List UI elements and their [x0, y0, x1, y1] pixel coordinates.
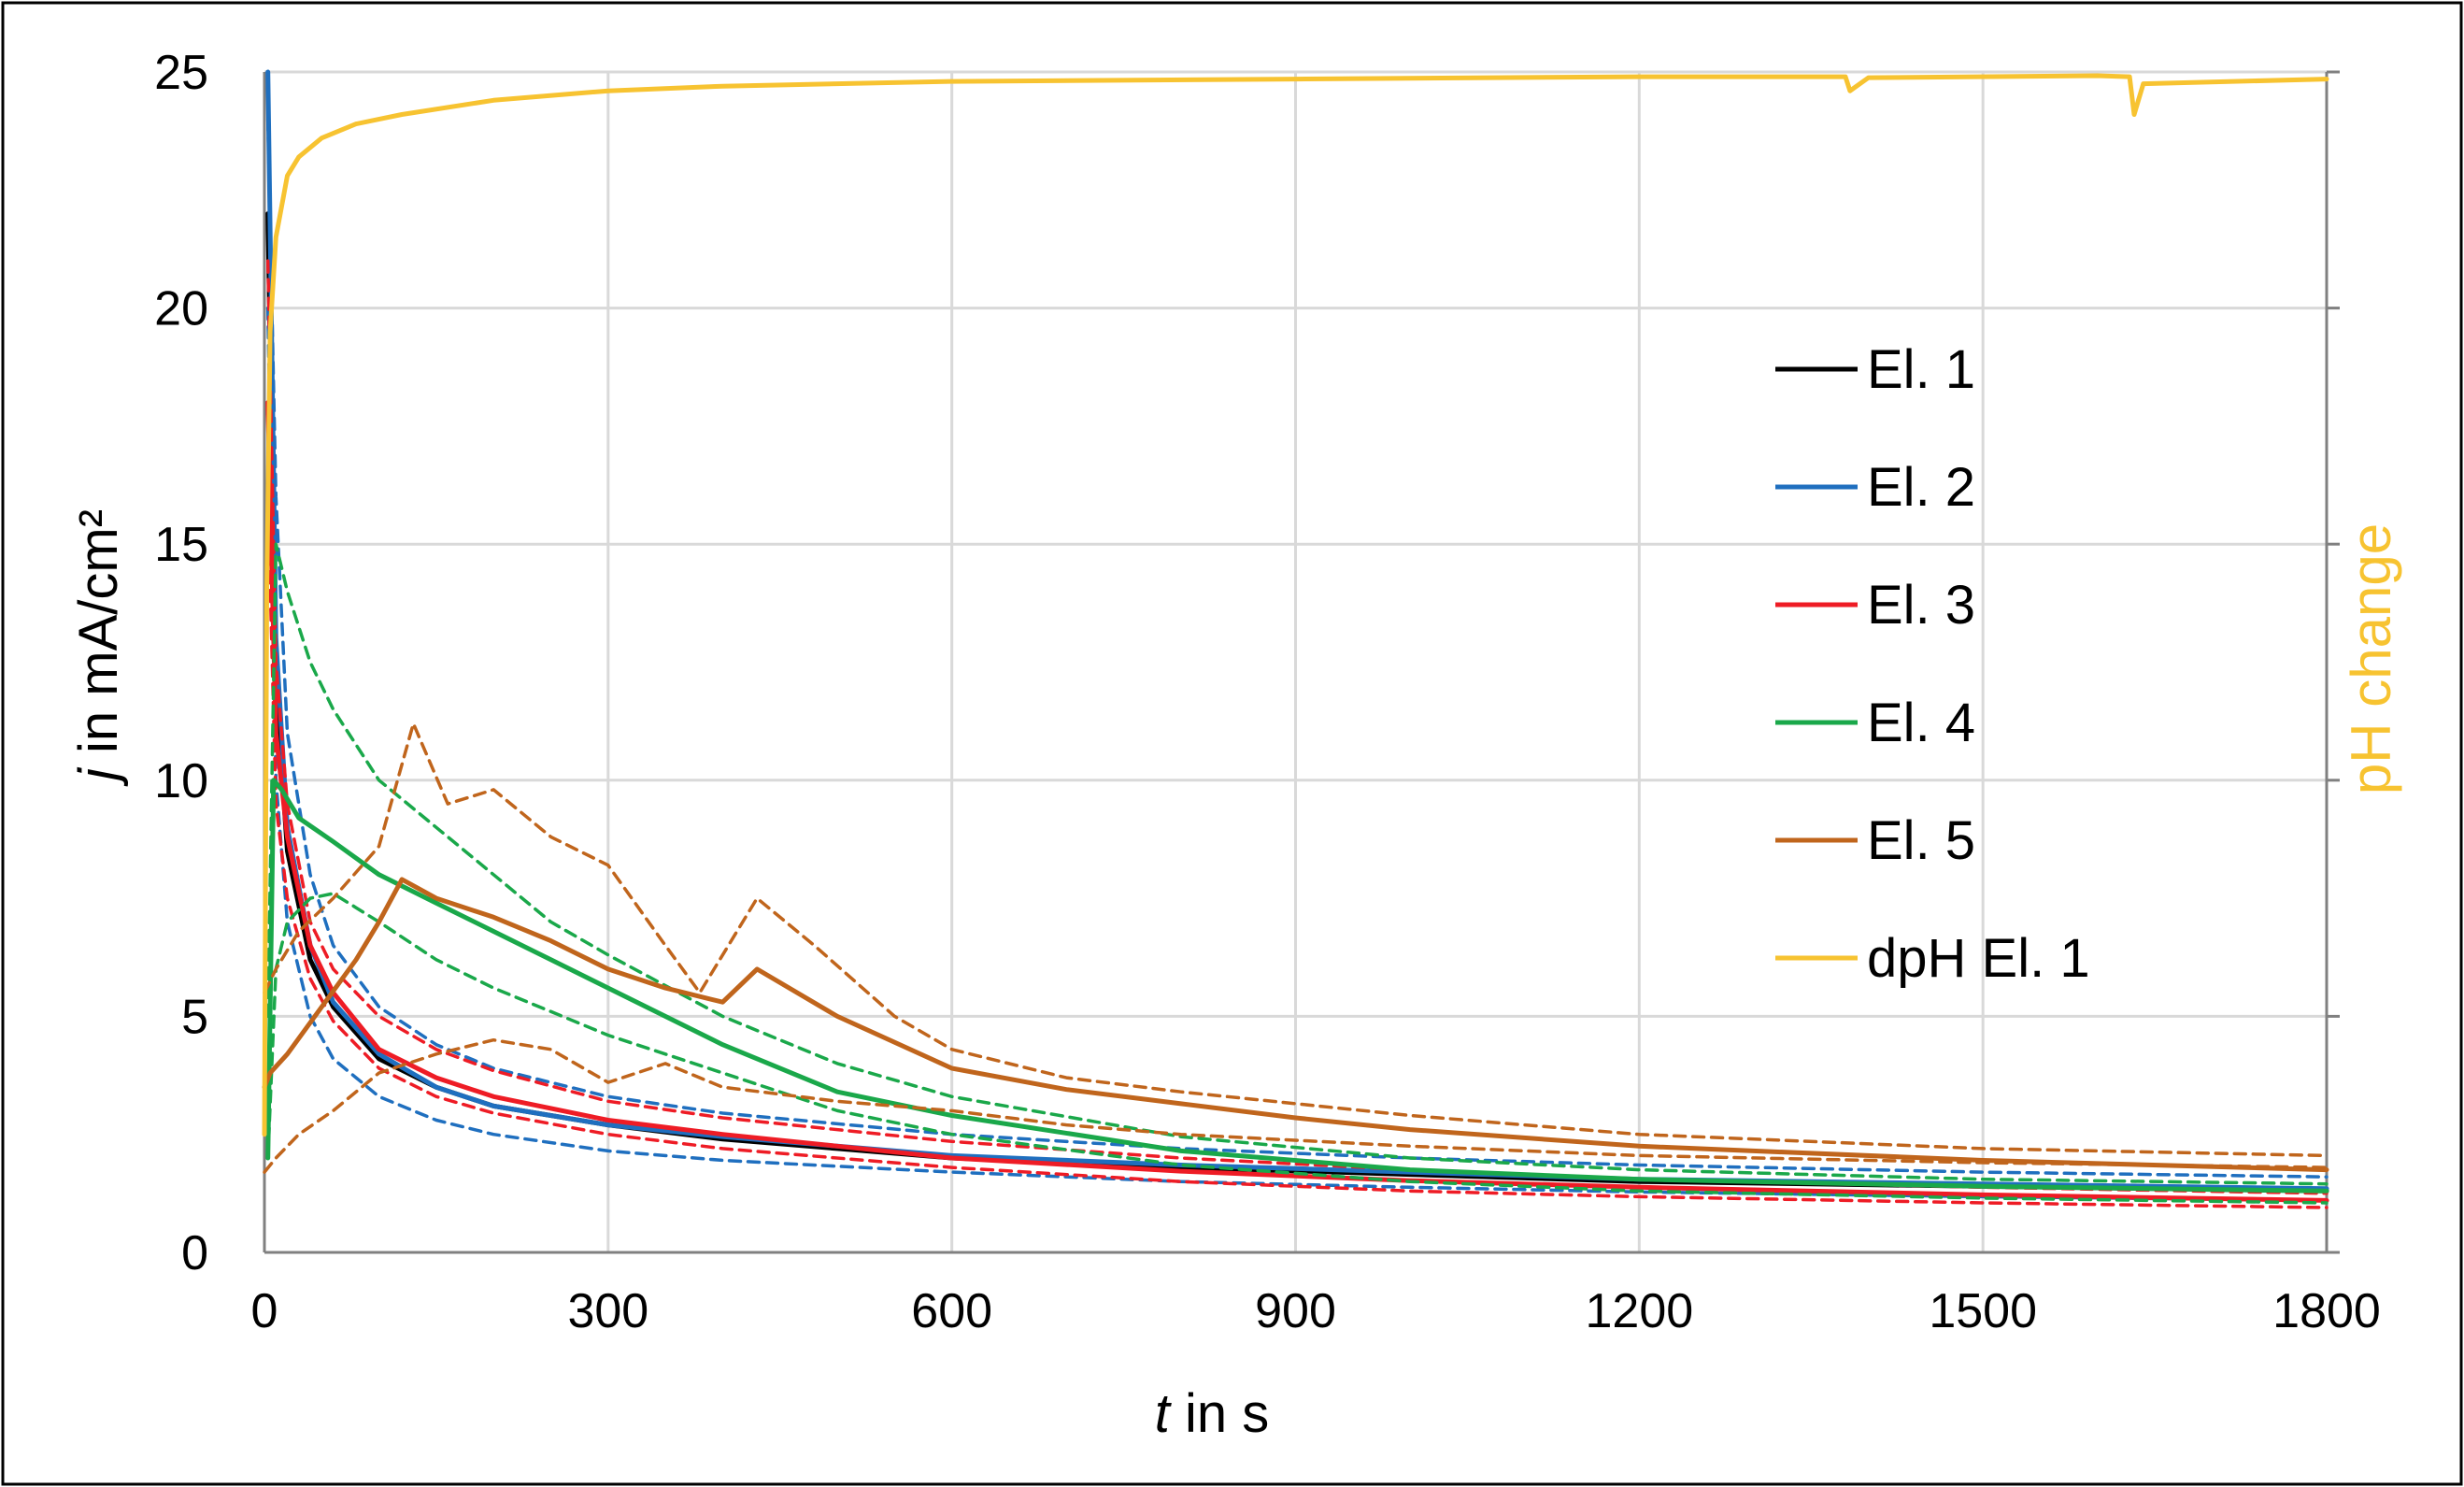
legend-label-el2: El. 2 — [1867, 457, 1975, 518]
series-el-2-lower — [265, 306, 2329, 1203]
x-tick-label: 600 — [911, 1284, 992, 1338]
x-tick-label: 300 — [567, 1284, 648, 1338]
series-el-3-lower — [265, 494, 2329, 1209]
legend-label-el1: El. 1 — [1867, 339, 1975, 400]
series-el-2-upper — [265, 117, 2329, 1179]
series-dph-el-1 — [262, 73, 2329, 1137]
x-tick-label: 1200 — [1585, 1284, 1693, 1338]
series-el-3 — [265, 400, 2329, 1203]
series-el-5-upper — [263, 722, 2329, 1158]
y-tick-label: 20 — [154, 282, 208, 336]
y-tick-label: 10 — [154, 754, 208, 808]
tick-label-layer: 0 300 600 900 1200 1500 1800 0 5 10 15 20 25 — [154, 46, 2381, 1338]
x-tick-label: 1500 — [1929, 1284, 2037, 1338]
y-tick-label: 0 — [181, 1226, 208, 1280]
series-el-4-upper — [265, 542, 2329, 1186]
legend-label-el5: El. 5 — [1867, 810, 1975, 871]
x-tick-label: 0 — [251, 1284, 278, 1338]
x-tick-label: 1800 — [2272, 1284, 2381, 1338]
series-layer — [262, 69, 2329, 1209]
series-el-4-lower — [265, 892, 2329, 1205]
legend: El. 1 El. 2 El. 3 El. 4 El. 5 dpH El. 1 — [1775, 339, 2090, 989]
series-el-5 — [262, 877, 2329, 1173]
y-tick-label: 5 — [181, 990, 208, 1044]
series-el-5-lower — [263, 1037, 2329, 1174]
x-tick-label: 900 — [1255, 1284, 1336, 1338]
y-tick-label: 25 — [154, 46, 208, 100]
legend-label-dph: dpH El. 1 — [1867, 928, 2090, 989]
y-tick-label: 15 — [154, 518, 208, 572]
x-axis-title: t in s — [1155, 1383, 1270, 1444]
y-axis-title: j in mA/cm² — [68, 509, 129, 787]
legend-label-el4: El. 4 — [1867, 693, 1975, 753]
y2-axis-title: pH change — [2340, 523, 2402, 794]
legend-label-el3: El. 3 — [1867, 575, 1975, 636]
series-el-4 — [265, 778, 2329, 1194]
